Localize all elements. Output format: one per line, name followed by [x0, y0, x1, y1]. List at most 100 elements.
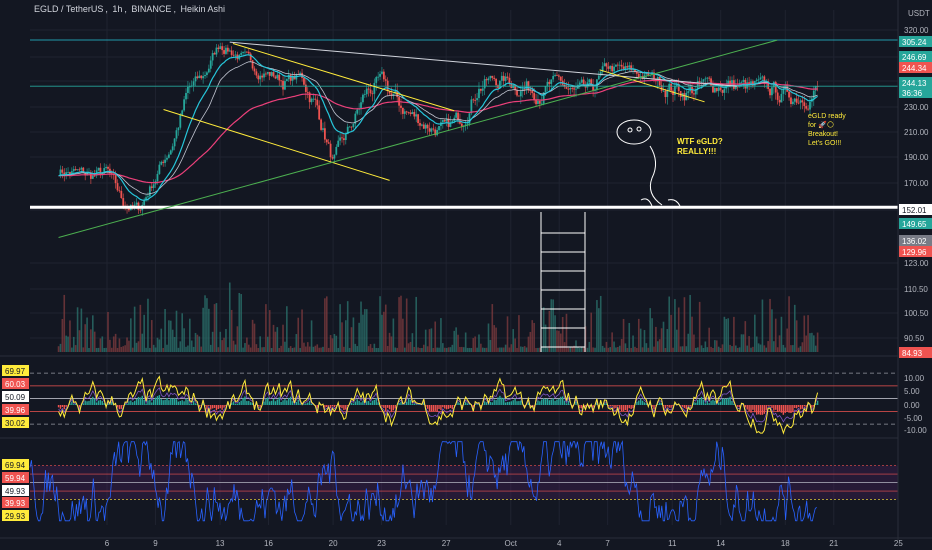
- osc-tick-label: 0.00: [904, 401, 920, 410]
- volume-bar: [618, 345, 621, 352]
- osc-histogram-bar: [329, 405, 332, 409]
- osc-histogram-bar: [213, 405, 216, 408]
- osc-histogram-bar: [672, 405, 674, 407]
- volume-bar: [685, 346, 688, 352]
- osc-histogram-bar: [289, 396, 292, 405]
- candle-body: [531, 90, 534, 94]
- osc-histogram-bar: [251, 402, 254, 405]
- volume-bar: [497, 347, 499, 352]
- osc-histogram-bar: [813, 405, 815, 407]
- volume-bar: [653, 346, 655, 352]
- osc-histogram-bar: [778, 405, 781, 412]
- osc-histogram-bar: [409, 399, 412, 405]
- volume-bar: [128, 340, 130, 352]
- volume-bar: [122, 346, 125, 352]
- chart-style-label[interactable]: Heikin Ashi: [180, 4, 225, 14]
- osc-histogram-bar: [141, 395, 143, 405]
- oscillator-panel[interactable]: [0, 355, 932, 435]
- candle-body: [171, 146, 174, 151]
- candle-body: [341, 137, 343, 139]
- candle-body: [299, 72, 302, 75]
- price-tick-label: 320.00: [904, 26, 929, 35]
- osc-histogram-bar: [411, 403, 414, 405]
- osc-histogram-bar: [451, 405, 454, 410]
- osc-histogram-bar: [74, 403, 77, 405]
- volume-bar: [82, 347, 85, 352]
- stochastic-panel[interactable]: [0, 437, 932, 522]
- volume-bar: [792, 345, 794, 352]
- osc-histogram-bar: [196, 403, 199, 405]
- volume-bar: [750, 347, 752, 352]
- stick-figure-eye: [627, 127, 633, 133]
- osc-histogram-bar: [130, 400, 132, 405]
- candle-body: [284, 81, 286, 90]
- osc-histogram-bar: [69, 403, 71, 405]
- volume-bar: [61, 318, 64, 352]
- volume-bar: [152, 344, 155, 352]
- osc-histogram-bar: [352, 403, 355, 405]
- osc-histogram-bar: [177, 401, 180, 405]
- volume-bar: [666, 329, 669, 352]
- candle-body: [590, 79, 593, 86]
- candle-body: [240, 52, 243, 55]
- osc-histogram-bar: [217, 405, 220, 409]
- osc-histogram-bar: [579, 405, 581, 409]
- osc-histogram-bar: [436, 405, 438, 412]
- osc-histogram-bar: [234, 403, 237, 405]
- candle-body: [219, 46, 222, 50]
- volume-bar: [462, 347, 465, 352]
- osc-histogram-bar: [468, 404, 471, 405]
- volume-bar: [105, 347, 107, 352]
- osc-histogram-bar: [563, 400, 566, 405]
- volume-bar: [251, 319, 254, 352]
- osc-histogram-bar: [504, 402, 507, 405]
- candle-body: [441, 119, 444, 123]
- osc-histogram-bar: [211, 405, 214, 409]
- candle-body: [232, 54, 235, 56]
- candle-body: [460, 123, 463, 127]
- volume-bar: [546, 347, 549, 352]
- osc-histogram-bar: [784, 405, 786, 413]
- volume-bar: [111, 347, 113, 352]
- candle-body: [122, 198, 125, 206]
- osc-histogram-bar: [232, 401, 235, 405]
- osc-main-line: [58, 375, 819, 435]
- volume-bar: [200, 346, 203, 352]
- candle-body: [679, 90, 682, 97]
- candle-body: [373, 82, 376, 94]
- volume-bar: [86, 317, 88, 352]
- candle-body: [791, 101, 794, 105]
- osc-histogram-bar: [299, 403, 301, 405]
- osc-histogram-bar: [133, 400, 136, 405]
- candle-body: [443, 119, 446, 122]
- volume-bar: [261, 347, 263, 352]
- candle-body: [797, 102, 800, 104]
- symbol-label[interactable]: EGLD / TetherUS: [34, 4, 104, 14]
- volume-bar: [375, 347, 378, 352]
- annotation-breakout-line: Let's GO!!!: [808, 140, 841, 147]
- osc-histogram-bar: [333, 405, 336, 408]
- interval-label[interactable]: 1h: [112, 4, 123, 14]
- ema-fast-line: [58, 54, 818, 201]
- price-tag-label: 36:36: [902, 89, 923, 98]
- volume-bar: [776, 347, 779, 352]
- candle-body: [436, 130, 439, 136]
- volume-bar: [449, 347, 452, 352]
- candle-body: [485, 79, 488, 81]
- volume-bar: [103, 347, 106, 352]
- volume-bar: [230, 309, 233, 352]
- osc-histogram-bar: [428, 405, 431, 412]
- candle-body: [675, 84, 678, 87]
- candle-body: [381, 71, 383, 74]
- osc-histogram-bar: [284, 399, 286, 405]
- volume-bar: [731, 346, 733, 352]
- candle-body: [148, 186, 151, 197]
- candle-body: [647, 72, 650, 76]
- osc-histogram-bar: [238, 402, 240, 405]
- volume-bar: [472, 338, 475, 352]
- osc-histogram-bar: [727, 397, 729, 405]
- volume-bar: [596, 300, 598, 352]
- volume-bar: [607, 347, 610, 352]
- stoch-left-tag-bg: [2, 485, 29, 496]
